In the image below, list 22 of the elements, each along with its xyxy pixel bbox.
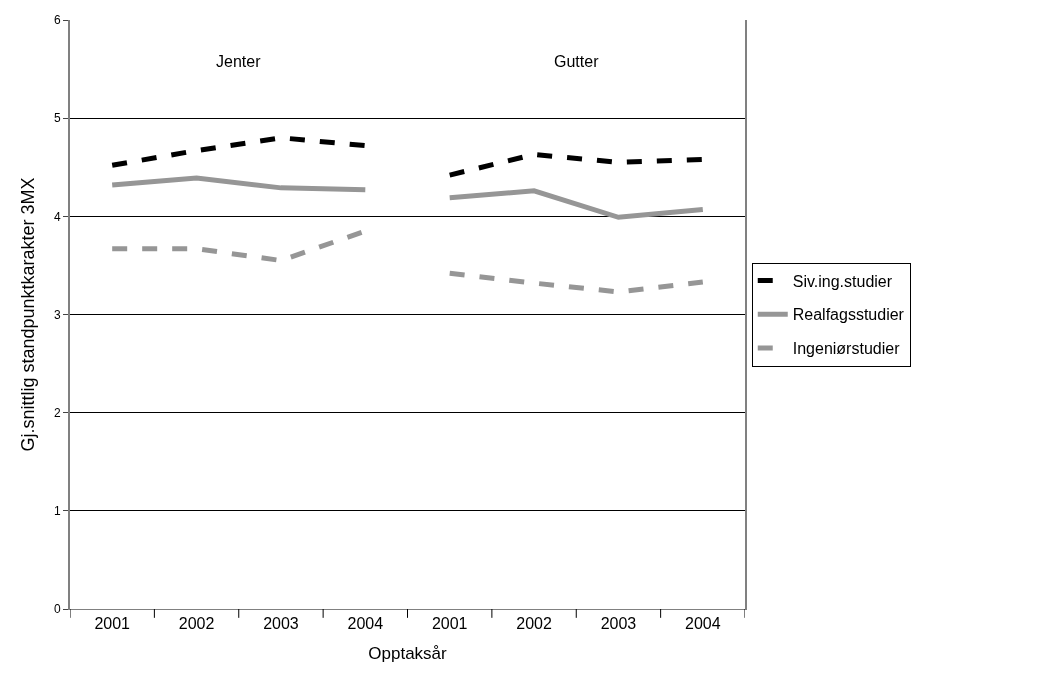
y-tick-label: 2 <box>53 405 61 420</box>
annotation: Jenter <box>216 53 262 70</box>
legend-label: Siv.ing.studier <box>792 272 893 290</box>
x-tick-label: 2004 <box>347 615 384 633</box>
x-tick-label: 2002 <box>516 615 552 633</box>
legend-label: Realfagsstudier <box>792 306 905 324</box>
x-tick-label: 2004 <box>685 615 721 633</box>
y-axis-title: Gj.snittlig standpunktkarakter 3MX <box>17 177 38 452</box>
y-tick-label: 1 <box>53 504 61 519</box>
x-tick-label: 2003 <box>263 615 299 633</box>
x-tick-label: 2003 <box>600 615 637 633</box>
y-tick-label: 4 <box>53 209 61 224</box>
x-axis-title: Opptaksår <box>368 643 448 663</box>
x-tick-label: 2001 <box>431 615 468 633</box>
y-tick-label: 5 <box>53 111 61 126</box>
y-tick-label: 3 <box>53 307 61 322</box>
x-tick-label: 2001 <box>94 615 131 633</box>
annotation: Gutter <box>554 53 600 70</box>
y-tick-label: 0 <box>53 602 61 617</box>
legend-label: Ingeniørstudier <box>792 340 901 358</box>
x-tick-label: 2002 <box>178 615 215 633</box>
y-tick-label: 6 <box>53 13 61 28</box>
